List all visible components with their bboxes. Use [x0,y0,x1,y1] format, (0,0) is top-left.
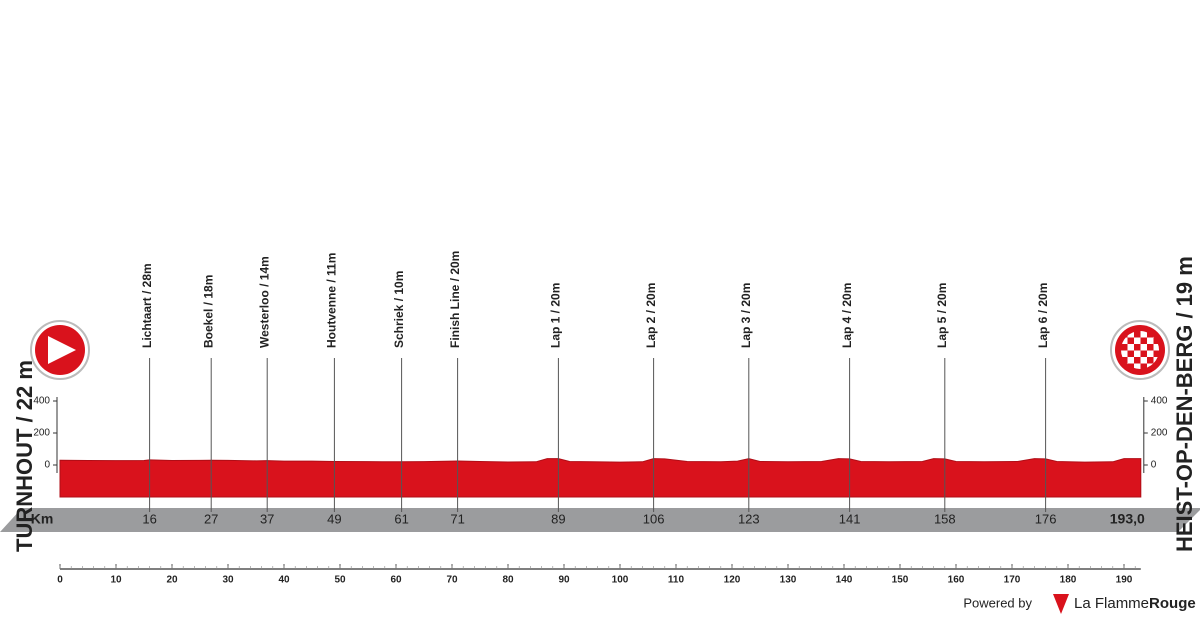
brand: La FlammeRouge [1074,595,1196,612]
checker-cell [1121,344,1128,351]
checker-cell [1147,331,1154,338]
waypoint-km: 16 [142,511,156,526]
x-tick-label: 70 [446,575,458,586]
x-tick-label: 120 [724,575,741,586]
waypoint-label: Finish Line / 20m [448,251,462,348]
checker-cell [1121,357,1128,364]
brand-b: Rouge [1149,595,1196,612]
elevation-area [59,458,1142,498]
checker-cell [1153,337,1159,344]
x-tick-label: 30 [222,575,234,586]
checker-cell [1127,344,1134,351]
waypoint-label: Lichtaart / 28m [140,263,154,348]
x-tick-label: 60 [390,575,402,586]
checker-cell [1153,350,1159,357]
checker-cell [1147,337,1154,344]
checker-cell [1127,363,1134,369]
y-tick-label: 200 [1151,428,1168,439]
x-tick-label: 80 [502,575,514,586]
brand-a: La Flamme [1074,595,1149,612]
waypoint-label: Houtvenne / 11m [325,253,339,348]
checker-cell [1127,337,1134,344]
checker-cell [1140,344,1147,351]
checker-cell [1134,363,1141,369]
x-tick-label: 130 [780,575,797,586]
checker-cell [1127,357,1134,364]
finish-label: HEIST-OP-DEN-BERG / 19 m [1172,256,1197,552]
checker-cell [1147,350,1154,357]
x-tick-label: 0 [57,575,63,586]
waypoint-km: 123 [738,511,760,526]
checker-cell [1127,331,1134,338]
checker-cell [1134,357,1141,364]
checker-cell [1134,337,1141,344]
waypoint-label: Schriek / 10m [392,271,406,348]
waypoint-label: Lap 1 / 20m [549,283,563,348]
checker-cell [1127,350,1134,357]
checker-cell [1147,344,1154,351]
x-tick-label: 190 [1116,575,1133,586]
x-tick-label: 110 [668,575,685,586]
x-tick-label: 180 [1060,575,1077,586]
waypoint-km: 71 [450,511,464,526]
waypoint-km: 37 [260,511,274,526]
waypoint-km: 106 [643,511,665,526]
x-tick-label: 170 [1004,575,1021,586]
y-tick-label: 400 [33,396,50,407]
waypoint-label: Lap 4 / 20m [840,283,854,348]
start-arrow [48,336,76,364]
checker-cell [1140,331,1147,338]
waypoint-label: Westerloo / 14m [257,256,271,348]
distance-label: 193,0 [1110,511,1145,527]
waypoint-label: Lap 5 / 20m [935,283,949,348]
x-tick-label: 10 [110,575,122,586]
waypoint-km: 141 [839,511,861,526]
y-tick-label: 0 [1151,460,1157,471]
waypoint-label: Lap 2 / 20m [644,283,658,348]
x-tick-label: 90 [558,575,570,586]
y-tick-label: 400 [1151,396,1168,407]
checker-cell [1140,363,1147,369]
x-tick-label: 160 [948,575,965,586]
checker-cell [1121,337,1128,344]
y-tick-label: 200 [33,428,50,439]
start-label: TURNHOUT / 22 m [12,360,37,552]
waypoint-km: 89 [551,511,565,526]
checker-cell [1140,337,1147,344]
checker-cell [1147,357,1154,364]
waypoint-label: Boekel / 18m [201,275,215,348]
waypoint-km: 49 [327,511,341,526]
waypoint-km: 158 [934,511,956,526]
waypoint-km: 61 [394,511,408,526]
waypoint-label: Lap 6 / 20m [1036,283,1050,348]
powered-by: Powered by [963,595,1032,610]
x-tick-label: 140 [836,575,853,586]
x-tick-label: 100 [612,575,629,586]
waypoint-km: 27 [204,511,218,526]
x-tick-label: 20 [166,575,178,586]
brand-logo [1053,594,1069,614]
km-label: Km [31,511,54,527]
checker-cell [1121,350,1128,357]
checker-cell [1140,357,1147,364]
checker-cell [1153,344,1159,351]
checker-cell [1140,350,1147,357]
x-tick-label: 40 [278,575,290,586]
checker-cell [1134,350,1141,357]
checker-cell [1134,344,1141,351]
x-tick-label: 150 [892,575,909,586]
x-tick-label: 50 [334,575,346,586]
checker-cell [1134,331,1141,338]
y-tick-label: 0 [44,460,50,471]
waypoint-label: Lap 3 / 20m [739,283,753,348]
km-bar [0,508,1200,532]
waypoint-km: 176 [1035,511,1057,526]
